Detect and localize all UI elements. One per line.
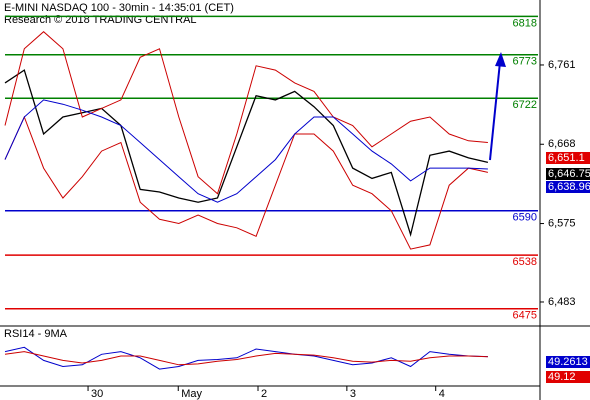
level-label: 6773: [513, 56, 537, 68]
series-line: [4, 115, 489, 250]
chart-title: E-MINI NASDAQ 100 - 30min - 14:35:01 (CE…: [4, 2, 234, 14]
series-line: [4, 69, 489, 238]
value-box-label: 49.12: [548, 371, 576, 383]
value-box: [546, 371, 590, 383]
y-tick-label: 6,761: [548, 59, 576, 71]
arrow-head: [495, 52, 506, 67]
x-tick-label: 3: [350, 388, 356, 400]
level-label: 6590: [513, 212, 537, 224]
value-box-label: 6,651.1: [548, 152, 585, 164]
x-tick-label: 2: [261, 388, 267, 400]
series-line: [4, 99, 488, 203]
series-line: [4, 31, 488, 195]
value-box: [546, 152, 590, 164]
panel-title: RSI14 - 9MA: [4, 328, 68, 340]
value-box: [546, 181, 590, 193]
value-box-label: 6,638.96: [548, 181, 590, 193]
x-tick-label: May: [181, 388, 202, 400]
level-label: 6818: [513, 17, 537, 29]
y-tick-label: 6,575: [548, 217, 576, 229]
level-label: 6538: [513, 256, 537, 268]
value-box: [546, 168, 590, 180]
value-box: [546, 356, 590, 368]
value-box-label: 49.2613: [548, 356, 588, 368]
series-line: [4, 351, 488, 366]
forecast-arrow: [489, 52, 506, 161]
y-tick-label: 6,483: [548, 296, 576, 308]
level-label: 6475: [513, 310, 537, 322]
level-label: 6722: [513, 99, 537, 111]
value-box-label: 6,646.75: [548, 168, 590, 180]
x-tick-label: 4: [439, 388, 445, 400]
y-tick-label: 6,668: [548, 138, 576, 150]
arrow-line: [489, 61, 501, 161]
x-tick-label: 30: [91, 388, 103, 400]
